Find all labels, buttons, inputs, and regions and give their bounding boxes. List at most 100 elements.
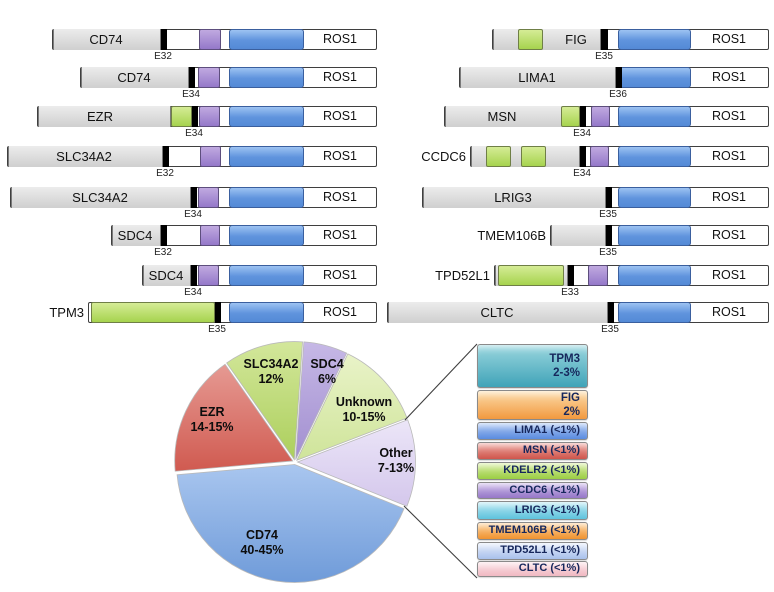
fusion-breakpoint	[215, 302, 221, 323]
pie-label-cd74: CD74 40-45%	[240, 528, 283, 558]
partner-gene-segment	[112, 225, 161, 246]
gene-name-label: CLTC	[480, 305, 514, 320]
pie-slice-ezr	[174, 363, 294, 472]
ros1-kinase-domain	[618, 225, 691, 246]
legend-item-text: LIMA1 (<1%)	[514, 424, 580, 437]
purple-domain	[200, 225, 220, 246]
ros1-label: ROS1	[711, 228, 747, 242]
fusion-bar-sdc4	[142, 265, 377, 286]
legend-item-text: TPM3	[549, 352, 580, 365]
ros1-kinase-domain	[618, 146, 691, 167]
ros1-label: ROS1	[322, 149, 358, 163]
fusion-bar-lrig3	[422, 187, 769, 208]
ros1-label: ROS1	[322, 305, 358, 319]
legend-item-lrig3: LRIG3 (<1%)	[477, 501, 588, 520]
partner-gene-segment	[38, 106, 171, 127]
ros1-label: ROS1	[322, 228, 358, 242]
pie-slice-cd74	[176, 464, 405, 583]
purple-domain	[588, 265, 608, 286]
pie-slice-other	[296, 419, 416, 507]
exon-breakpoint-label: E35	[595, 51, 613, 62]
ros1-kinase-domain	[229, 146, 304, 167]
gene-name-label: EZR	[87, 109, 113, 124]
partner-gene-segment	[460, 67, 616, 88]
exon-breakpoint-label: E34	[573, 168, 591, 179]
legend-item-tpd52l1: TPD52L1 (<1%)	[477, 542, 588, 560]
ros1-label: ROS1	[711, 149, 747, 163]
legend-callout-line	[404, 343, 478, 421]
purple-domain	[590, 146, 609, 167]
fusion-bar-cd74	[52, 29, 377, 50]
green-domain	[91, 302, 215, 323]
ros1-kinase-domain	[229, 302, 304, 323]
pie-label-name: CD74	[246, 528, 278, 542]
legend-item-text: KDELR2 (<1%)	[503, 464, 580, 477]
fusion-bar-msn	[444, 106, 769, 127]
fusion-bar-cltc	[387, 302, 769, 323]
purple-domain	[198, 265, 219, 286]
fusion-bar-tpd52l1	[494, 265, 769, 286]
ros1-label: ROS1	[322, 190, 358, 204]
fusion-bar-lima1	[459, 67, 769, 88]
ros1-label: ROS1	[322, 109, 358, 123]
fusion-breakpoint	[601, 29, 608, 50]
green-domain	[521, 146, 546, 167]
gene-name-label: SDC4	[148, 268, 184, 283]
pie-label-other: Other 7-13%	[378, 446, 414, 476]
fusion-bar-sdc4	[111, 225, 377, 246]
purple-domain	[198, 67, 220, 88]
green-domain	[486, 146, 511, 167]
legend-item-text: FIG	[560, 391, 580, 404]
gene-name-label: LIMA1	[518, 70, 556, 85]
gene-name-label: SDC4	[117, 228, 153, 243]
ros1-kinase-domain	[618, 265, 691, 286]
ros1-kinase-domain	[229, 67, 304, 88]
fusion-bar-tmem106b	[550, 225, 769, 246]
legend-item-text: CCDC6 (<1%)	[509, 483, 580, 496]
pie-label-name: SDC4	[310, 357, 344, 371]
pie-label-value: 40-45%	[240, 543, 284, 557]
fusion-breakpoint	[608, 302, 614, 323]
ros1-label: ROS1	[322, 32, 358, 46]
exon-breakpoint-label: E34	[182, 89, 200, 100]
fusion-bar-cd74	[80, 67, 377, 88]
legend-item-text: 2%	[563, 406, 580, 418]
fusion-breakpoint	[580, 146, 586, 167]
partner-gene-segment	[81, 67, 189, 88]
gene-name-label: MSN	[487, 109, 517, 124]
gene-name-label: CCDC6	[421, 149, 466, 164]
green-domain	[518, 29, 543, 50]
ros1-label: ROS1	[711, 32, 747, 46]
exon-breakpoint-label: E35	[208, 324, 226, 335]
partner-gene-segment	[8, 146, 163, 167]
partner-gene-segment	[551, 225, 606, 246]
pie-label-ezr: EZR 14-15%	[190, 405, 233, 435]
ros1-kinase-domain	[229, 225, 304, 246]
pie-label-unknown: Unknown 10-15%	[336, 395, 392, 425]
fusion-breakpoint	[189, 67, 195, 88]
ros1-label: ROS1	[711, 305, 747, 319]
pie-label-slc34a2: SLC34A2 12%	[244, 357, 299, 387]
legend-item-kdelr2: KDELR2 (<1%)	[477, 462, 588, 480]
gene-name-label: SLC34A2	[72, 190, 128, 205]
green-domain	[498, 265, 564, 286]
fusion-bar-fig	[492, 29, 769, 50]
green-domain	[171, 106, 192, 127]
pie-label-value: 10-15%	[342, 410, 386, 424]
pie-label-value: 7-13%	[377, 461, 415, 475]
ros1-kinase-domain	[229, 29, 304, 50]
pie-label-value: 14-15%	[190, 420, 234, 434]
exon-breakpoint-label: E32	[154, 247, 172, 258]
ros1-label: ROS1	[322, 268, 358, 282]
legend-item-text: LRIG3 (<1%)	[514, 503, 580, 516]
ros1-kinase-domain	[618, 29, 691, 50]
legend-item-msn: MSN (<1%)	[477, 442, 588, 460]
fusion-breakpoint	[161, 29, 167, 50]
exon-breakpoint-label: E35	[599, 247, 617, 258]
purple-domain	[199, 29, 221, 50]
ros1-label: ROS1	[322, 70, 358, 84]
fusion-bar-slc34a2	[10, 187, 377, 208]
pie-slice-unknown	[296, 353, 408, 462]
